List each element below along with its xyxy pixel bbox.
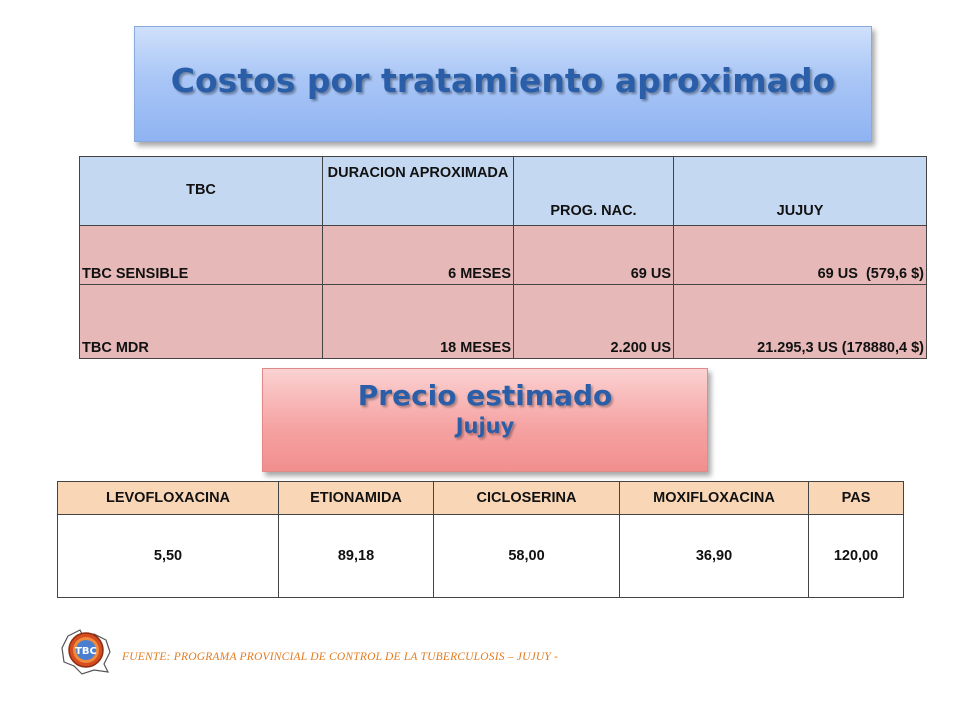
price-table: LEVOFLOXACINA ETIONAMIDA CICLOSERINA MOX…	[57, 481, 904, 598]
cost-cell-duration: 6 MESES	[322, 225, 514, 285]
cost-header-duration: DURACION APROXIMADA	[322, 156, 514, 226]
price-header-pas: PAS	[808, 481, 904, 515]
logo-text: TBC	[75, 646, 97, 657]
table-row: TBC SENSIBLE 6 MESES 69 US 69 US (579,6 …	[79, 225, 927, 285]
cost-table-header-row: TBC DURACION APROXIMADA PROG. NAC. JUJUY	[79, 156, 927, 226]
cost-cell-prog-nac: 2.200 US	[513, 284, 674, 359]
price-title: Precio estimado	[357, 379, 613, 412]
price-table-header-row: LEVOFLOXACINA ETIONAMIDA CICLOSERINA MOX…	[57, 481, 904, 515]
price-value-pas: 120,00	[808, 514, 904, 598]
table-row: TBC MDR 18 MESES 2.200 US 21.295,3 US (1…	[79, 284, 927, 359]
price-value-etionamida: 89,18	[278, 514, 434, 598]
cost-cell-type: TBC SENSIBLE	[79, 225, 323, 285]
table-row: 5,50 89,18 58,00 36,90 120,00	[57, 514, 904, 598]
cost-cell-jujuy: 69 US (579,6 $)	[673, 225, 927, 285]
cost-header-prog-nac: PROG. NAC.	[513, 156, 674, 226]
price-header-levofloxacina: LEVOFLOXACINA	[57, 481, 279, 515]
price-subtitle: Jujuy	[455, 414, 515, 438]
title-banner: Costos por tratamiento aproximado	[134, 26, 872, 142]
cost-cell-type: TBC MDR	[79, 284, 323, 359]
tbc-program-logo-icon: TBC	[60, 624, 122, 676]
cost-cell-duration: 18 MESES	[322, 284, 514, 359]
cost-cell-prog-nac: 69 US	[513, 225, 674, 285]
page-title: Costos por tratamiento aproximado	[170, 60, 836, 100]
price-banner: Precio estimado Jujuy	[262, 368, 708, 472]
cost-cell-jujuy: 21.295,3 US (178880,4 $)	[673, 284, 927, 359]
cost-table: TBC DURACION APROXIMADA PROG. NAC. JUJUY…	[79, 156, 927, 359]
cost-header-tbc: TBC	[79, 156, 323, 226]
footer-source: FUENTE: PROGRAMA PROVINCIAL DE CONTROL D…	[122, 651, 559, 663]
cost-header-jujuy: JUJUY	[673, 156, 927, 226]
price-header-cicloserina: CICLOSERINA	[433, 481, 620, 515]
price-value-cicloserina: 58,00	[433, 514, 620, 598]
price-value-levofloxacina: 5,50	[57, 514, 279, 598]
price-header-moxifloxacina: MOXIFLOXACINA	[619, 481, 809, 515]
price-header-etionamida: ETIONAMIDA	[278, 481, 434, 515]
price-value-moxifloxacina: 36,90	[619, 514, 809, 598]
